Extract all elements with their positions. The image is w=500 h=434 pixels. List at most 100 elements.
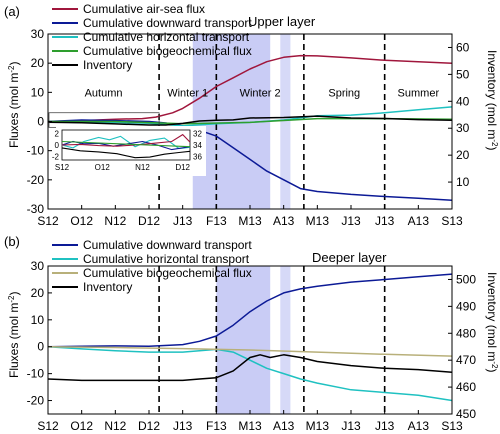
- y-tick-label: 30: [31, 259, 45, 273]
- legend-entry: Cumulative air-sea flux: [83, 2, 205, 16]
- shaded-span: [280, 266, 291, 414]
- series-line: [47, 273, 453, 348]
- season-label: Autumn: [85, 88, 123, 100]
- inset-y-tick-label: 2: [55, 129, 60, 138]
- inset-y-tick-label: 0: [55, 141, 60, 150]
- y2-tick-label: 60: [456, 40, 470, 54]
- x-tick-label: F13: [206, 214, 227, 228]
- y-axis-label: Fluxes (mol m-2): [7, 292, 22, 378]
- legend-entry: Cumulative biogeochemical flux: [83, 44, 252, 58]
- legend-entry: Cumulative horizontal transport: [83, 30, 250, 44]
- x-tick-label: O12: [70, 214, 93, 228]
- legend-entry: Inventory: [83, 280, 132, 294]
- y-tick-label: 20: [31, 286, 45, 300]
- legend-entry: Cumulative downward transport: [83, 16, 252, 30]
- x-tick-label: N12: [104, 214, 126, 228]
- series-lines: [47, 54, 453, 202]
- x-tick-label: D12: [138, 214, 160, 228]
- x-tick-label: J13: [375, 214, 395, 228]
- chart-title: Upper layer: [248, 14, 316, 29]
- x-tick-label: M13: [238, 214, 262, 228]
- y-tick-label: 10: [31, 85, 45, 99]
- y2-tick-label: 20: [456, 148, 470, 162]
- y-tick-label: -30: [27, 202, 45, 216]
- series-lines: [47, 273, 453, 402]
- inset-x-tick-label: S12: [55, 163, 70, 172]
- x-tick-label: J13: [173, 419, 193, 433]
- panel-a: S12 O12 N12 D12 J13 F13 M13 A13 M13 J13 J13 A13 S13 -…: [4, 2, 500, 228]
- series-line: [47, 54, 453, 123]
- series-line: [47, 354, 453, 382]
- y2-tick-label: 460: [456, 380, 476, 394]
- season-label: Summer: [398, 88, 440, 100]
- y2-tick-label: 30: [456, 121, 470, 135]
- inset-y2-tick-label: 34: [193, 141, 202, 150]
- x-tick-label: A13: [273, 214, 295, 228]
- legend: Cumulative downward transportCumulative …: [52, 238, 252, 294]
- series-line: [47, 119, 453, 202]
- inset-y2-tick-label: 36: [193, 153, 202, 162]
- x-tick-label: J13: [341, 214, 361, 228]
- inset-x-tick-label: O12: [95, 163, 111, 172]
- y2-tick-label: 450: [456, 407, 476, 421]
- x-tick-label: J13: [341, 419, 361, 433]
- y-tick-label: 10: [31, 313, 45, 327]
- inset-series-line: [61, 140, 191, 148]
- y2-tick-label: 490: [456, 299, 476, 313]
- y-tick-label: -20: [27, 173, 45, 187]
- y-tick-label: -10: [27, 367, 45, 381]
- x-tick-label: A13: [408, 419, 430, 433]
- season-label: Winter 2: [240, 88, 281, 100]
- x-tick-label: S12: [37, 214, 59, 228]
- legend-entry: Cumulative biogeochemical flux: [83, 266, 252, 280]
- season-dividers: [158, 34, 386, 209]
- y2-tick-label: 470: [456, 353, 476, 367]
- chart-title: Deeper layer: [312, 250, 387, 265]
- inset-x-tick-label: N12: [135, 163, 150, 172]
- season-dividers: [158, 266, 386, 414]
- shaded-span: [280, 34, 291, 209]
- x-tick-label: O12: [70, 419, 93, 433]
- x-tick-label: A13: [408, 214, 430, 228]
- x-tick-label: N12: [104, 419, 126, 433]
- shaded-span: [216, 266, 271, 414]
- series-line: [47, 345, 453, 357]
- legend-entry: Cumulative horizontal transport: [83, 252, 250, 266]
- series-line: [47, 345, 453, 402]
- x-tick-label: A13: [273, 419, 295, 433]
- season-label: Winter 1: [167, 88, 208, 100]
- x-tick-label: S13: [441, 214, 463, 228]
- y-axis-label: Fluxes (mol m-2): [7, 62, 22, 148]
- y2-tick-label: 480: [456, 326, 476, 340]
- inset-plot: S12 O12 N12 D12 -2 0 2 32 34 36: [52, 126, 206, 176]
- y2-tick-label: 50: [456, 67, 470, 81]
- season-labels: Autumn Winter 1 Winter 2 Spring Summer: [85, 88, 440, 100]
- inset-y2-tick-label: 32: [193, 129, 202, 138]
- y-tick-label: 20: [31, 56, 45, 70]
- x-tick-label: S12: [37, 419, 59, 433]
- panel-label: (b): [4, 234, 20, 249]
- axis-ticks: S12 O12 N12 D12 J13 F13 M13 A13 M13 J13 J13 A13 S13 -…: [27, 27, 470, 228]
- y2-tick-label: 40: [456, 94, 470, 108]
- season-label: Spring: [328, 88, 360, 100]
- y2-axis-label: Inventory (mol m-2): [485, 272, 500, 372]
- y-tick-label: -20: [27, 394, 45, 408]
- legend-entry: Inventory: [83, 58, 132, 72]
- x-tick-label: M13: [306, 419, 330, 433]
- y-tick-label: 0: [37, 340, 44, 354]
- inset-series-line: [61, 147, 191, 159]
- x-tick-label: J13: [375, 419, 395, 433]
- shaded-periods: [216, 266, 291, 414]
- y2-tick-label: 10: [456, 175, 470, 189]
- x-tick-label: M13: [238, 419, 262, 433]
- y2-tick-label: 500: [456, 272, 476, 286]
- inset-y-tick-label: -2: [52, 153, 60, 162]
- x-tick-label: S13: [441, 419, 463, 433]
- panel-b: S12 O12 N12 D12 J13 F13 M13 A13 M13 J13 J13 A13 S13 -…: [4, 234, 500, 433]
- series-line: [47, 115, 453, 126]
- panel-label: (a): [4, 4, 20, 19]
- x-tick-label: J13: [173, 214, 193, 228]
- y2-axis-label: Inventory (mol m-2): [485, 50, 500, 150]
